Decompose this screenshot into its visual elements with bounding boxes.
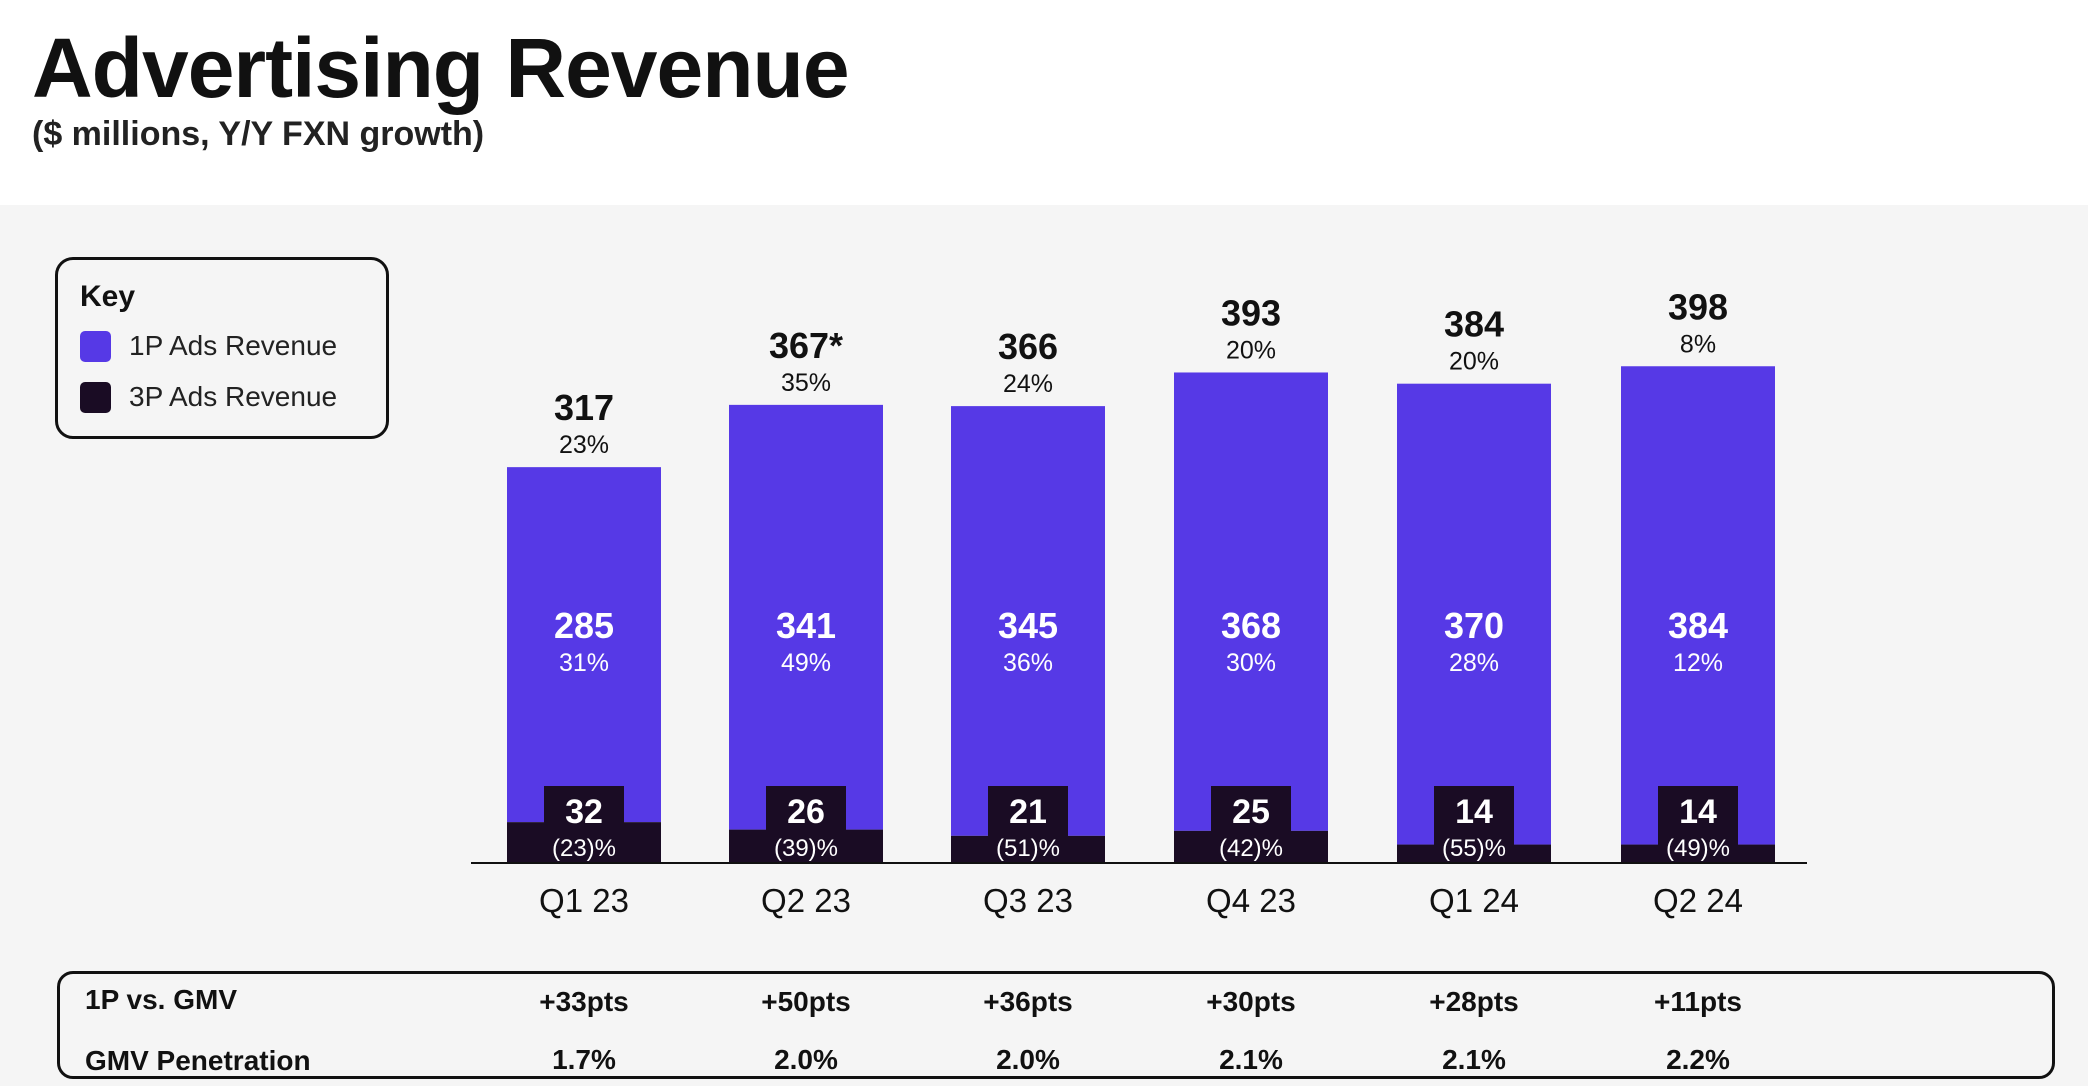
total-growth-label-q4-23: 20% <box>1226 336 1276 364</box>
row-label-1p-vs-gmv: 1P vs. GMV <box>85 984 238 1015</box>
growth-label-3p-q2-23: (39)% <box>774 835 838 862</box>
cell-1p-vs-gmv-q4-23: +30pts <box>1206 986 1296 1017</box>
metrics-table: 1P vs. GMV GMV Penetration +33pts +50pts +… <box>57 971 2055 1079</box>
total-label-q1-24: 384 <box>1444 304 1504 345</box>
legend-item-1p: 1P Ads Revenue <box>80 330 337 362</box>
bar-1p-q1-23 <box>507 467 661 823</box>
cell-1p-vs-gmv-q1-23: +33pts <box>539 986 629 1017</box>
label-box-3p-q2-23 <box>766 786 846 850</box>
stacked-bar-chart: 285 31% 32 (23)% 317 23% Q1 23 341 49% 26 (39)% 367… <box>471 286 1807 919</box>
growth-label-1p-q2-24: 12% <box>1673 649 1723 677</box>
legend-swatch-3p <box>80 381 111 413</box>
value-label-3p-q4-23: 25 <box>1232 793 1270 831</box>
bar-1p-q4-23 <box>1174 372 1328 831</box>
growth-label-3p-q4-23: (42)% <box>1219 835 1283 862</box>
cell-gmv-penetration-q2-23: 2.0% <box>774 1044 838 1075</box>
growth-label-3p-q3-23: (51)% <box>996 835 1060 862</box>
label-box-3p-q3-23 <box>988 786 1068 850</box>
cell-1p-vs-gmv-q2-23: +50pts <box>761 986 851 1017</box>
value-label-3p-q2-23: 26 <box>787 793 825 831</box>
x-tick-label-q4-23: Q4 23 <box>1206 882 1296 919</box>
label-box-3p-q2-24 <box>1658 786 1738 850</box>
total-label-q2-24: 398 <box>1668 286 1728 327</box>
total-label-q1-23: 317 <box>554 387 614 428</box>
value-label-3p-q2-24: 14 <box>1679 793 1717 831</box>
growth-label-1p-q1-24: 28% <box>1449 649 1499 677</box>
total-growth-label-q3-23: 24% <box>1003 370 1053 398</box>
value-label-3p-q1-23: 32 <box>565 793 603 831</box>
total-growth-label-q2-24: 8% <box>1680 330 1716 358</box>
bar-1p-q2-23 <box>729 404 883 830</box>
bar-1p-q1-24 <box>1397 383 1551 845</box>
growth-label-3p-q2-24: (49)% <box>1666 835 1730 862</box>
legend-label-3p: 3P Ads Revenue <box>129 381 338 412</box>
page-subtitle: ($ millions, Y/Y FXN growth) <box>32 115 485 153</box>
cell-1p-vs-gmv-q3-23: +36pts <box>983 986 1073 1017</box>
cell-gmv-penetration-q3-23: 2.0% <box>996 1044 1060 1075</box>
legend-item-3p: 3P Ads Revenue <box>80 381 337 413</box>
total-growth-label-q1-23: 23% <box>559 431 609 459</box>
page-title: Advertising Revenue <box>32 21 850 115</box>
cell-1p-vs-gmv-q2-24: +11pts <box>1654 986 1742 1017</box>
legend-title: Key <box>80 280 136 313</box>
total-label-q3-23: 366 <box>998 326 1058 367</box>
total-growth-label-q1-24: 20% <box>1449 348 1499 376</box>
bar-1p-q3-23 <box>951 406 1105 836</box>
growth-label-1p-q4-23: 30% <box>1226 649 1276 677</box>
cell-1p-vs-gmv-q1-24: +28pts <box>1429 986 1519 1017</box>
value-label-1p-q2-24: 384 <box>1668 605 1728 646</box>
cell-gmv-penetration-q2-24: 2.2% <box>1666 1044 1730 1075</box>
cell-gmv-penetration-q1-24: 2.1% <box>1442 1044 1506 1075</box>
x-tick-label-q2-23: Q2 23 <box>761 882 851 919</box>
x-tick-label-q3-23: Q3 23 <box>983 882 1073 919</box>
growth-label-3p-q1-23: (23)% <box>552 835 616 862</box>
legend-swatch-1p <box>80 330 111 362</box>
bar-1p-q2-24 <box>1621 366 1775 845</box>
total-growth-label-q2-23: 35% <box>781 369 831 397</box>
growth-label-1p-q2-23: 49% <box>781 649 831 677</box>
cell-gmv-penetration-q4-23: 2.1% <box>1219 1044 1283 1075</box>
value-label-1p-q2-23: 341 <box>776 605 836 646</box>
label-box-3p-q1-23 <box>544 786 624 850</box>
legend-label-1p: 1P Ads Revenue <box>129 330 338 361</box>
growth-label-1p-q3-23: 36% <box>1003 649 1053 677</box>
value-label-3p-q3-23: 21 <box>1009 793 1047 831</box>
value-label-1p-q1-23: 285 <box>554 605 614 646</box>
value-label-3p-q1-24: 14 <box>1455 793 1493 831</box>
legend: Key 1P Ads Revenue 3P Ads Revenue <box>55 257 389 439</box>
value-label-1p-q3-23: 345 <box>998 605 1058 646</box>
value-label-1p-q1-24: 370 <box>1444 605 1504 646</box>
x-tick-label-q2-24: Q2 24 <box>1653 882 1743 919</box>
cell-gmv-penetration-q1-23: 1.7% <box>552 1044 616 1075</box>
value-label-1p-q4-23: 368 <box>1221 605 1281 646</box>
label-box-3p-q4-23 <box>1211 786 1291 850</box>
total-label-q4-23: 393 <box>1221 292 1281 333</box>
label-box-3p-q1-24 <box>1434 786 1514 850</box>
growth-label-3p-q1-24: (55)% <box>1442 835 1506 862</box>
growth-label-1p-q1-23: 31% <box>559 649 609 677</box>
x-tick-label-q1-23: Q1 23 <box>539 882 629 919</box>
total-label-q2-23: 367* <box>769 325 843 366</box>
row-label-gmv-penetration: GMV Penetration <box>85 1045 311 1076</box>
x-tick-label-q1-24: Q1 24 <box>1429 882 1519 919</box>
